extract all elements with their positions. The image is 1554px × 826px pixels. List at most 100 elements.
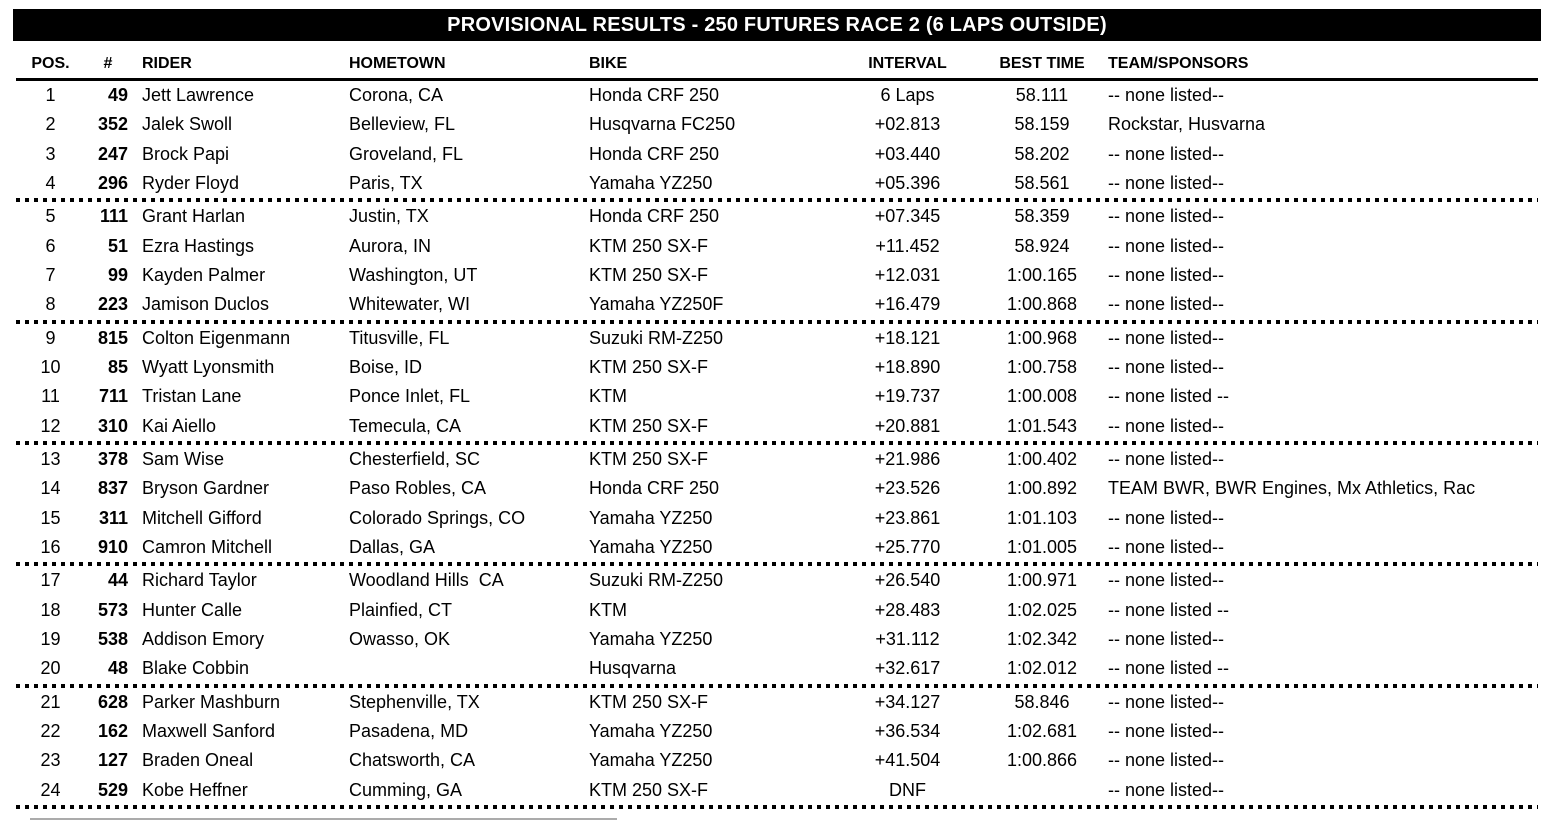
cell-team-sponsors: -- none listed-- [1108, 628, 1225, 649]
cell-rider: Kobe Heffner [142, 779, 248, 800]
cell-best-time: 58.924 [1014, 235, 1070, 256]
cell-rider: Jamison Duclos [142, 294, 270, 315]
cell-best-time: 58.561 [1014, 172, 1070, 193]
cell-number: 352 [97, 114, 128, 135]
cell-hometown: Paris, TX [349, 172, 423, 193]
cell-hometown: Chatsworth, CA [349, 750, 476, 771]
cell-bike: Yamaha YZ250 [589, 628, 713, 649]
cell-interval: +23.861 [874, 507, 941, 528]
cell-pos: 16 [40, 536, 61, 557]
table-row: 20 48 Blake Cobbin Husqvarna +32.617 1:02.012… [13, 654, 1541, 683]
cell-rider: Kayden Palmer [142, 264, 266, 285]
cell-hometown: Groveland, FL [349, 143, 464, 164]
cell-hometown: Ponce Inlet, FL [349, 386, 471, 407]
cell-hometown: Dallas, GA [349, 536, 436, 557]
cell-interval: +26.540 [874, 570, 941, 591]
header-rule [16, 78, 1538, 81]
table-header-row: POS. # RIDER HOMETOWN BIKE INTERVAL BEST… [13, 41, 1541, 78]
cell-interval: +20.881 [874, 415, 941, 436]
cell-bike: Husqvarna [589, 658, 677, 679]
cell-bike: Honda CRF 250 [589, 206, 720, 227]
cell-pos: 8 [45, 294, 56, 315]
cell-number: 538 [97, 628, 128, 649]
cell-bike: KTM 250 SX-F [589, 691, 709, 712]
cell-rider: Tristan Lane [142, 386, 242, 407]
cell-pos: 10 [40, 356, 61, 377]
cell-best-time [976, 776, 1108, 805]
cell-interval: +18.890 [874, 356, 941, 377]
cell-rider: Richard Taylor [142, 570, 257, 591]
cell-best-time: 1:00.892 [1006, 478, 1078, 499]
table-row: 12 310 Kai Aiello Temecula, CA KTM 250 SX-F +… [13, 412, 1541, 441]
table-row: 5 111 Grant Harlan Justin, TX Honda CRF 250 +… [13, 202, 1541, 231]
cell-best-time: 1:00.866 [1006, 750, 1078, 771]
cell-pos: 6 [45, 235, 56, 256]
cell-number: 127 [97, 750, 128, 771]
cropped-next-section-edge [30, 817, 617, 820]
cell-rider: Grant Harlan [142, 206, 246, 227]
cell-bike: Yamaha YZ250F [589, 294, 724, 315]
cell-rider: Hunter Calle [142, 599, 243, 620]
cell-team-sponsors: -- none listed -- [1108, 599, 1230, 620]
cell-rider: Bryson Gardner [142, 478, 270, 499]
cell-bike: KTM 250 SX-F [589, 415, 709, 436]
cell-best-time: 1:02.025 [1006, 599, 1078, 620]
cell-best-time: 58.159 [1014, 114, 1070, 135]
cell-rider: Sam Wise [142, 448, 225, 469]
cell-interval: +31.112 [875, 628, 940, 649]
cell-pos: 22 [40, 720, 61, 741]
cell-best-time: 58.111 [1015, 85, 1069, 105]
cell-rider: Addison Emory [142, 628, 265, 649]
cell-hometown: Temecula, CA [349, 415, 462, 436]
cell-team-sponsors: -- none listed-- [1108, 294, 1225, 315]
cell-pos: 3 [45, 143, 56, 164]
table-row: 11 711 Tristan Lane Ponce Inlet, FL KTM +19.7… [13, 382, 1541, 411]
table-row: 15 311 Mitchell Gifford Colorado Springs, C… [13, 504, 1541, 533]
results-sheet: PROVISIONAL RESULTS - 250 FUTURES RACE 2… [13, 9, 1541, 820]
cell-interval: +25.770 [874, 536, 941, 557]
table-bottom-rule [16, 804, 1538, 809]
cell-interval: +34.127 [874, 691, 941, 712]
cell-bike: KTM [589, 386, 627, 407]
column-header-team-sponsors: TEAM/SPONSORS [1108, 55, 1249, 72]
cell-team-sponsors: -- none listed-- [1108, 172, 1225, 193]
cell-team-sponsors: -- none listed -- [1108, 386, 1230, 407]
table-row: 1 49 Jett Lawrence Corona, CA Honda CRF 250 6… [13, 81, 1541, 110]
cell-team-sponsors: Rockstar, Husvarna [1108, 114, 1266, 135]
cell-number: 223 [97, 294, 128, 315]
cell-team-sponsors: -- none listed-- [1108, 85, 1225, 105]
cell-interval: +07.345 [874, 206, 941, 227]
cell-hometown: Aurora, IN [349, 235, 432, 256]
cell-interval: +18.121 [874, 327, 941, 348]
table-row: 14 837 Bryson Gardner Paso Robles, CA Honda … [13, 474, 1541, 503]
cell-rider: Colton Eigenmann [142, 327, 291, 348]
cell-pos: 12 [40, 415, 61, 436]
cell-team-sponsors: -- none listed-- [1108, 415, 1225, 436]
table-row: 17 44 Richard Taylor Woodland Hills CA Suzuk… [13, 566, 1541, 595]
table-row: 8 223 Jamison Duclos Whitewater, WI Yamaha Y… [13, 290, 1541, 319]
cell-number: 815 [97, 327, 128, 348]
column-header-number: # [103, 55, 113, 72]
cell-hometown: Boise, ID [349, 356, 423, 377]
cell-rider: Camron Mitchell [142, 536, 273, 557]
cell-hometown: Cumming, GA [349, 779, 463, 800]
cell-pos: 18 [40, 599, 61, 620]
cell-bike: Yamaha YZ250 [589, 750, 713, 771]
cell-best-time: 1:02.681 [1006, 720, 1078, 741]
cell-interval: 6 Laps [880, 85, 935, 105]
cell-pos: 15 [40, 507, 61, 528]
table-row: 10 85 Wyatt Lyonsmith Boise, ID KTM 250 SX-F… [13, 353, 1541, 382]
cell-number: 111 [99, 206, 128, 227]
cell-interval: +23.526 [874, 478, 941, 499]
cell-bike: Yamaha YZ250 [589, 172, 713, 193]
cell-hometown: Plainfied, CT [349, 599, 453, 620]
group-separator-rule [16, 198, 1538, 203]
cell-rider: Mitchell Gifford [142, 507, 262, 528]
cell-pos: 2 [45, 114, 56, 135]
table-row: 23 127 Braden Oneal Chatsworth, CA Yamaha YZ… [13, 746, 1541, 775]
cell-number: 837 [97, 478, 128, 499]
title-bar: PROVISIONAL RESULTS - 250 FUTURES RACE 2… [13, 9, 1541, 41]
column-header-best-time: BEST TIME [999, 55, 1085, 72]
table-row: 6 51 Ezra Hastings Aurora, IN KTM 250 SX-F +1… [13, 232, 1541, 261]
cell-best-time: 1:00.868 [1006, 294, 1078, 315]
